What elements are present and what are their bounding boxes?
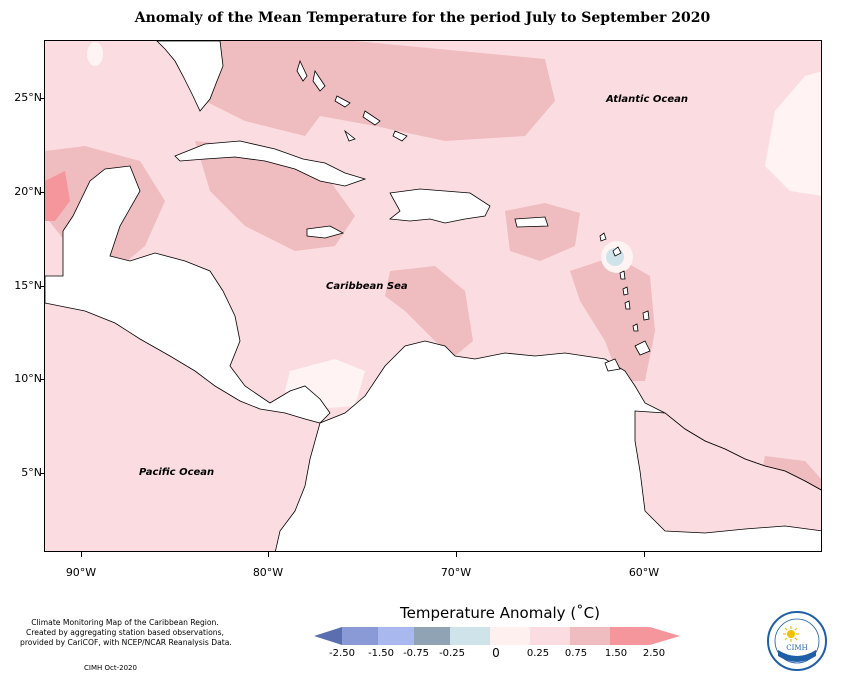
lat-label-5n: 5°N <box>21 466 42 479</box>
anomaly-map <box>45 41 821 551</box>
land-cuba <box>174 140 367 187</box>
legend-swatch <box>378 627 414 645</box>
lat-tick <box>40 379 45 380</box>
legend-colorbar <box>314 627 680 645</box>
map-plot-area <box>44 40 822 552</box>
lat-label-25n: 25°N <box>14 91 42 104</box>
anomaly-patch-cuba <box>195 141 355 251</box>
lon-tick <box>268 552 269 557</box>
anomaly-patch-lesser-antilles <box>570 256 655 381</box>
legend-swatch <box>490 627 530 645</box>
legend-label: 2.50 <box>642 648 666 659</box>
anomaly-patch-north <box>187 41 555 141</box>
lat-tick <box>40 98 45 99</box>
lat-tick <box>40 473 45 474</box>
legend-swatch <box>530 627 570 645</box>
cimh-logo: CIMH <box>767 611 827 671</box>
legend-label: -0.25 <box>439 648 465 659</box>
lat-label-10n: 10°N <box>14 372 42 385</box>
anomaly-land-guianas <box>634 410 821 534</box>
lon-tick <box>644 552 645 557</box>
logo-text: CIMH <box>786 644 807 652</box>
legend-swatch <box>342 627 378 645</box>
legend-label: 0.25 <box>526 648 550 659</box>
label-pacific-ocean: Pacific Ocean <box>139 467 215 478</box>
anomaly-patch-puerto-rico <box>505 203 580 261</box>
source-note: Climate Monitoring Map of the Caribbean … <box>20 618 232 648</box>
lon-label-60w: 60°W <box>628 566 660 579</box>
lon-tick <box>81 552 82 557</box>
legend-label: 0.75 <box>564 648 588 659</box>
lon-label-80w: 80°W <box>252 566 284 579</box>
legend-swatch-min-arrow <box>314 627 342 645</box>
land-bahamas <box>296 59 408 142</box>
lon-tick <box>456 552 457 557</box>
lat-label-20n: 20°N <box>14 185 42 198</box>
note-line: provided by CariCOF, with NCEP/NCAR Rean… <box>20 638 232 647</box>
land-hispaniola <box>388 188 491 224</box>
lat-tick <box>40 192 45 193</box>
lat-label-15n: 15°N <box>14 279 42 292</box>
legend-swatch-max-arrow <box>650 627 680 645</box>
anomaly-patch-hot <box>45 171 70 221</box>
legend-label: -0.75 <box>403 648 429 659</box>
near-zero-patch-atlantic <box>765 71 821 196</box>
legend-label: 0 <box>492 646 500 660</box>
land-lesser-antilles <box>599 232 651 356</box>
land-trinidad <box>604 358 621 372</box>
legend-swatch <box>450 627 490 645</box>
label-caribbean-sea: Caribbean Sea <box>326 281 408 292</box>
legend-swatch <box>610 627 650 645</box>
legend-swatch <box>570 627 610 645</box>
legend-swatch <box>414 627 450 645</box>
legend-title: Temperature Anomaly (˚C) <box>399 604 601 622</box>
note-line: Created by aggregating station based obs… <box>26 628 224 637</box>
sun-icon <box>783 626 799 642</box>
map-title: Anomaly of the Mean Temperature for the … <box>134 10 711 26</box>
note-line: Climate Monitoring Map of the Caribbean … <box>31 618 219 627</box>
near-zero-patch-gulf <box>87 42 103 66</box>
lon-label-70w: 70°W <box>440 566 472 579</box>
land-puerto-rico <box>514 216 549 228</box>
lat-tick <box>40 286 45 287</box>
legend-label: 1.50 <box>604 648 628 659</box>
legend-label: -1.50 <box>368 648 394 659</box>
credit-text: CIMH Oct-2020 <box>84 664 137 672</box>
anomaly-patch-colombia <box>385 266 473 356</box>
label-atlantic-ocean: Atlantic Ocean <box>606 94 688 105</box>
lon-label-90w: 90°W <box>65 566 97 579</box>
legend-label: -2.50 <box>329 648 355 659</box>
land-central-america <box>45 165 331 424</box>
land-florida <box>156 41 224 112</box>
land-jamaica <box>306 225 345 239</box>
